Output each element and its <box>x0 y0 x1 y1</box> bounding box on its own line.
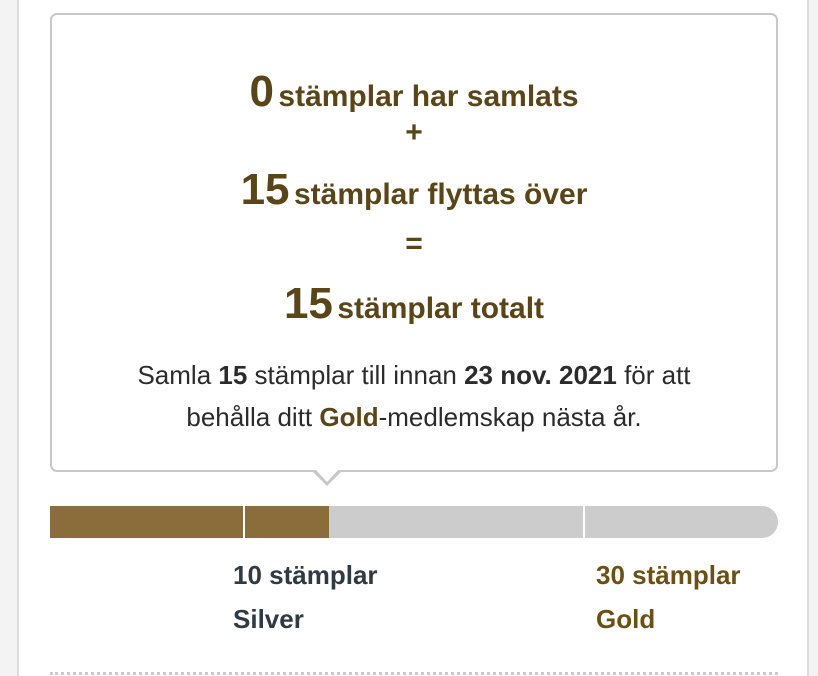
total-line: 15 stämplar totalt <box>52 279 776 329</box>
requirement-note: Samla 15 stämplar till innan 23 nov. 202… <box>52 354 776 438</box>
box-pointer-inner <box>315 469 339 482</box>
equals-sign: = <box>405 227 423 260</box>
tier-gold: 30 stämplar Gold <box>596 553 741 641</box>
transferred-count: 15 <box>240 165 290 214</box>
note-line2-suffix: -medlemskap nästa år. <box>378 402 642 432</box>
collected-count: 0 <box>249 67 274 116</box>
note-suffix: för att <box>624 360 691 390</box>
progress-divider <box>583 506 585 538</box>
collected-line: 0 stämplar har samlats <box>52 67 776 117</box>
tier-silver-stamps: 10 stämplar <box>233 560 378 590</box>
transferred-label: stämplar flyttas över <box>293 178 588 211</box>
requirement-note-line-2: behålla ditt Gold-medlemskap nästa år. <box>52 396 776 438</box>
progress-divider <box>243 506 245 538</box>
section-divider <box>50 672 778 675</box>
plus-sign: + <box>405 116 423 149</box>
note-prefix: Samla <box>137 360 212 390</box>
tier-silver: 10 stämplar Silver <box>233 553 378 641</box>
note-line2-prefix: behålla ditt <box>186 402 313 432</box>
tier-gold-level: Gold <box>596 604 656 634</box>
note-middle: stämplar till innan <box>254 360 457 390</box>
requirement-note-line-1: Samla 15 stämplar till innan 23 nov. 202… <box>52 354 776 396</box>
note-membership-level: Gold <box>319 402 379 432</box>
total-count: 15 <box>283 279 333 328</box>
stamp-summary-box: 0 stämplar har samlats + 15 stämplar fly… <box>50 13 778 472</box>
note-stamp-count: 15 <box>218 360 248 390</box>
tier-gold-stamps: 30 stämplar <box>596 560 741 590</box>
collected-label: stämplar har samlats <box>278 80 579 113</box>
tier-silver-level: Silver <box>233 604 304 634</box>
progress-fill <box>50 506 329 538</box>
total-label: stämplar totalt <box>337 292 545 325</box>
transferred-line: 15 stämplar flyttas över <box>52 165 776 215</box>
note-deadline-date: 23 nov. 2021 <box>464 360 617 390</box>
stamp-progress-bar <box>50 506 778 538</box>
